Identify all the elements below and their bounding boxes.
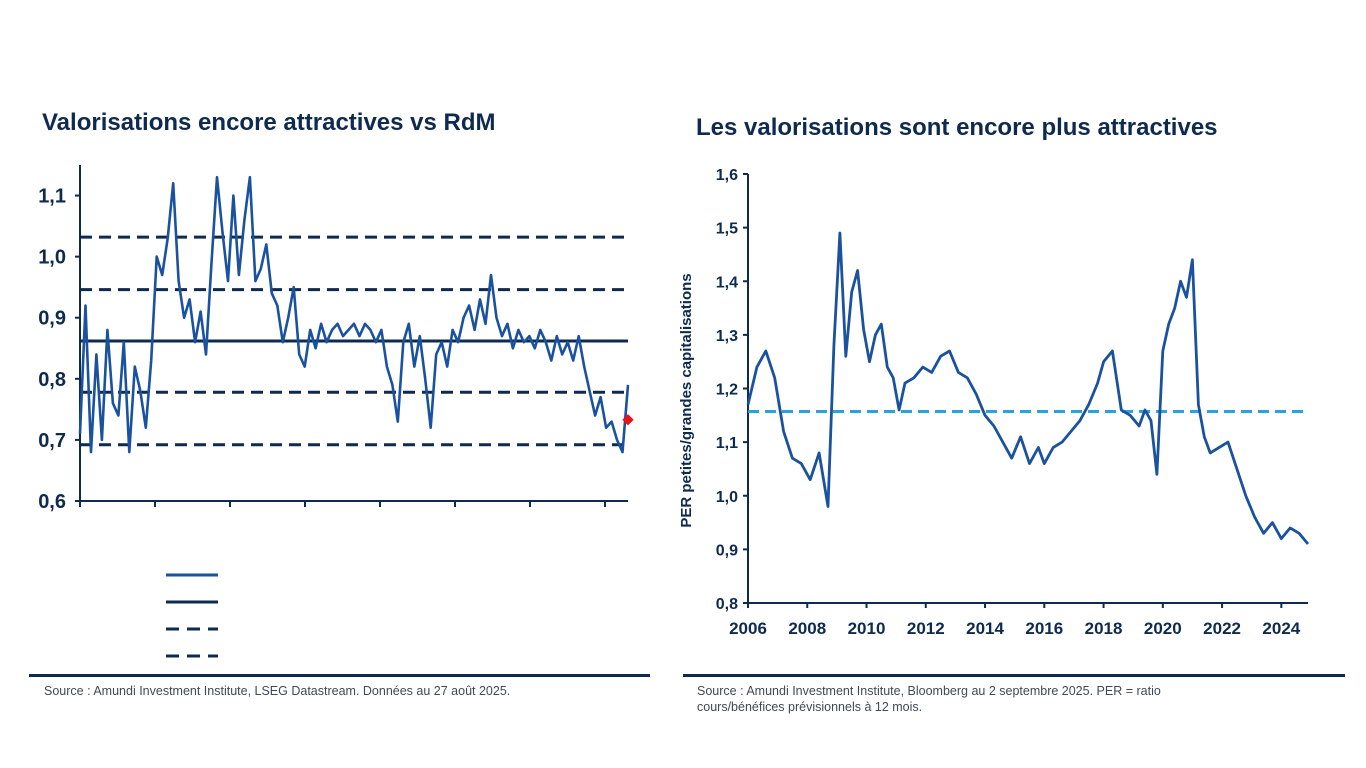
left-y-tick-label: 0,6: [38, 491, 66, 513]
right-source-line-1: Source : Amundi Investment Institute, Bl…: [697, 684, 1161, 698]
left-source-note: Source : Amundi Investment Institute, LS…: [44, 684, 511, 698]
right-y-tick-label: 1,6: [716, 167, 738, 184]
right-y-tick-label: 1,3: [716, 328, 738, 345]
right-x-tick-label: 2008: [788, 619, 826, 638]
left-y-tick-label: 1,0: [38, 247, 66, 269]
right-x-tick-label: 2010: [848, 619, 886, 638]
left-y-tick-label: 1,1: [38, 186, 66, 208]
left-y-tick-label: 0,8: [38, 369, 66, 391]
right-x-tick-label: 2024: [1262, 619, 1300, 638]
right-y-tick-label: 1,2: [716, 382, 738, 399]
left-footer-rule: [29, 674, 650, 677]
right-x-tick-label: 2006: [729, 619, 767, 638]
left-last-point-marker: [622, 414, 634, 426]
right-y-axis-label: PER petites/grandes capitalisations: [678, 273, 695, 527]
right-y-tick-label: 0,9: [716, 542, 738, 559]
right-y-tick-label: 0,8: [716, 596, 738, 613]
right-x-tick-label: 2012: [907, 619, 945, 638]
left-chart-title: Valorisations encore attractives vs RdM: [42, 109, 496, 136]
right-x-tick-label: 2022: [1203, 619, 1241, 638]
right-y-tick-label: 1,5: [716, 221, 738, 238]
left-y-tick-label: 0,9: [38, 308, 66, 330]
left-series-line: [78, 175, 630, 454]
right-series-line: [746, 231, 1310, 545]
right-y-tick-label: 1,4: [716, 274, 738, 291]
right-y-tick-label: 1,0: [716, 489, 738, 506]
right-x-tick-label: 2020: [1144, 619, 1182, 638]
right-chart-title: Les valorisations sont encore plus attra…: [696, 114, 1218, 141]
right-source-note: Source : Amundi Investment Institute, Bl…: [697, 683, 1257, 715]
right-x-tick-label: 2018: [1085, 619, 1123, 638]
right-x-tick-label: 2014: [966, 619, 1004, 638]
right-x-tick-label: 2016: [1025, 619, 1063, 638]
left-y-tick-label: 0,7: [38, 430, 66, 452]
right-y-tick-label: 1,1: [716, 435, 738, 452]
right-footer-rule: [683, 674, 1345, 677]
right-source-line-2: cours/bénéfices prévisionnels à 12 mois.: [697, 700, 923, 714]
